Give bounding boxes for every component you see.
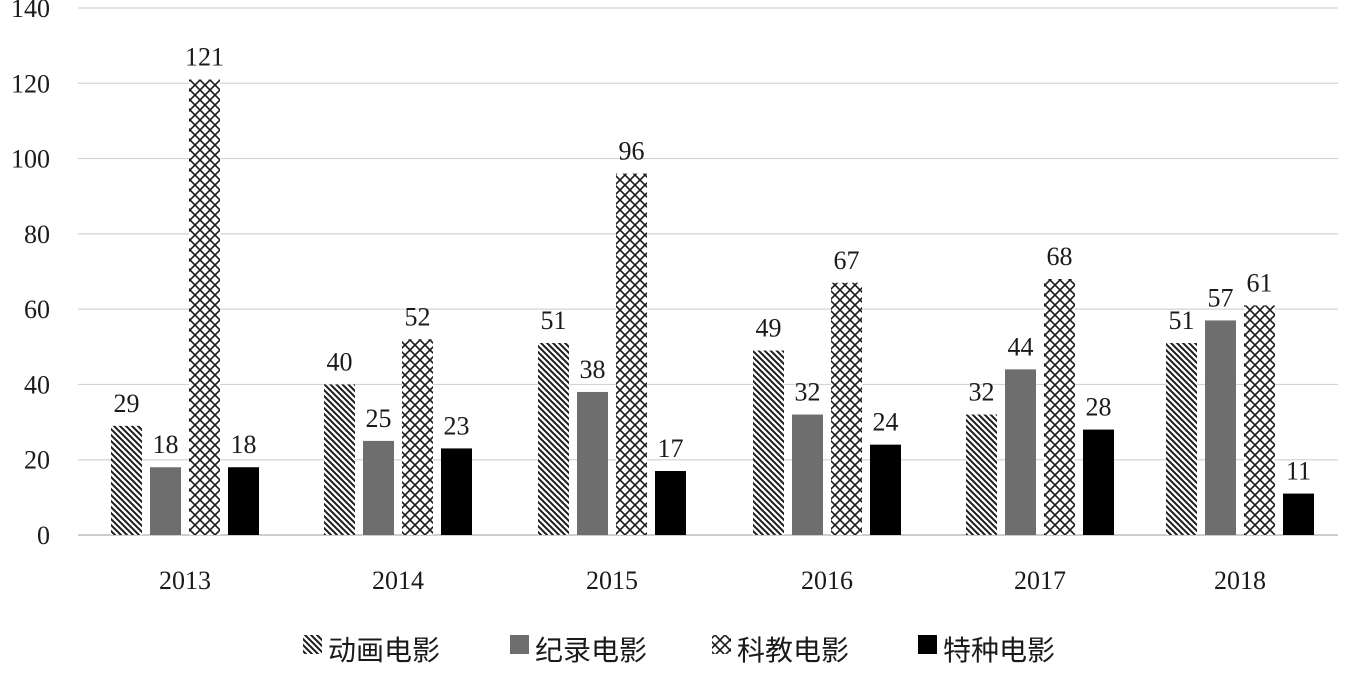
x-tick-label: 2018 <box>1214 566 1266 595</box>
y-tick-label: 140 <box>11 0 50 23</box>
y-tick-label: 60 <box>24 295 50 324</box>
y-tick-label: 40 <box>24 370 50 399</box>
legend-swatch <box>510 635 529 654</box>
bar <box>616 173 647 535</box>
data-label: 38 <box>580 355 606 384</box>
bar <box>831 282 862 535</box>
data-label: 49 <box>756 314 782 343</box>
data-label: 18 <box>231 430 257 459</box>
legend-label: 纪录电影 <box>535 635 647 667</box>
x-tick-label: 2017 <box>1014 566 1066 595</box>
data-label: 57 <box>1208 283 1234 312</box>
y-tick-label: 0 <box>37 521 50 550</box>
legend-label: 特种电影 <box>943 635 1055 667</box>
bar <box>870 444 901 535</box>
bar <box>1044 279 1075 535</box>
data-label: 29 <box>114 389 140 418</box>
x-tick-label: 2013 <box>159 566 211 595</box>
bar <box>1244 305 1275 535</box>
bar <box>655 471 686 535</box>
bar <box>441 448 472 535</box>
data-label: 11 <box>1286 457 1311 486</box>
data-label: 51 <box>1169 306 1195 335</box>
data-label: 61 <box>1247 268 1273 297</box>
data-label: 18 <box>153 430 179 459</box>
data-label: 40 <box>327 347 353 376</box>
data-label: 51 <box>541 306 567 335</box>
bar <box>150 467 181 535</box>
bar <box>753 350 784 535</box>
data-label: 25 <box>366 404 392 433</box>
data-label: 52 <box>405 302 431 331</box>
bar <box>1166 343 1197 535</box>
legend-label: 科教电影 <box>737 635 849 667</box>
bar <box>1005 369 1036 535</box>
bar <box>1283 493 1314 535</box>
bar <box>1083 429 1114 535</box>
x-tick-label: 2015 <box>586 566 638 595</box>
data-label: 17 <box>658 434 684 463</box>
bar <box>792 414 823 535</box>
data-label: 67 <box>834 246 860 275</box>
bar <box>228 467 259 535</box>
bar <box>189 79 220 536</box>
data-label: 28 <box>1086 393 1112 422</box>
bar <box>324 384 355 535</box>
bar <box>577 391 608 535</box>
bar <box>111 425 142 535</box>
legend-swatch <box>712 635 731 654</box>
bar <box>363 440 394 535</box>
bar <box>1205 320 1236 535</box>
bar <box>538 343 569 535</box>
data-label: 23 <box>444 411 470 440</box>
x-tick-label: 2014 <box>372 566 424 595</box>
y-axis-ticks: 0 20 40 60 80 100 120 140 <box>11 0 50 550</box>
bar <box>966 414 997 535</box>
data-label: 44 <box>1008 332 1034 361</box>
data-labels: 29 40 51 49 32 51 18 25 38 32 44 57 121 52 96 67 68 61 18 2… <box>114 43 1312 486</box>
y-tick-label: 20 <box>24 446 50 475</box>
bar <box>402 339 433 535</box>
gridlines <box>78 7 1338 536</box>
data-label: 32 <box>969 378 995 407</box>
y-tick-label: 120 <box>11 69 50 98</box>
x-tick-label: 2016 <box>801 566 853 595</box>
data-label: 24 <box>873 408 899 437</box>
legend-swatch <box>303 635 322 654</box>
legend: 动画电影 纪录电影 科教电影 特种电影 <box>303 635 1055 667</box>
legend-label: 动画电影 <box>328 635 440 667</box>
data-label: 121 <box>185 43 224 72</box>
bars <box>111 79 1314 536</box>
y-tick-label: 80 <box>24 220 50 249</box>
legend-swatch <box>918 635 937 654</box>
x-axis-ticks: 2013 2014 2015 2016 2017 2018 <box>159 566 1266 595</box>
data-label: 68 <box>1047 242 1073 271</box>
data-label: 96 <box>619 137 645 166</box>
y-tick-label: 100 <box>11 145 50 174</box>
data-label: 32 <box>795 378 821 407</box>
